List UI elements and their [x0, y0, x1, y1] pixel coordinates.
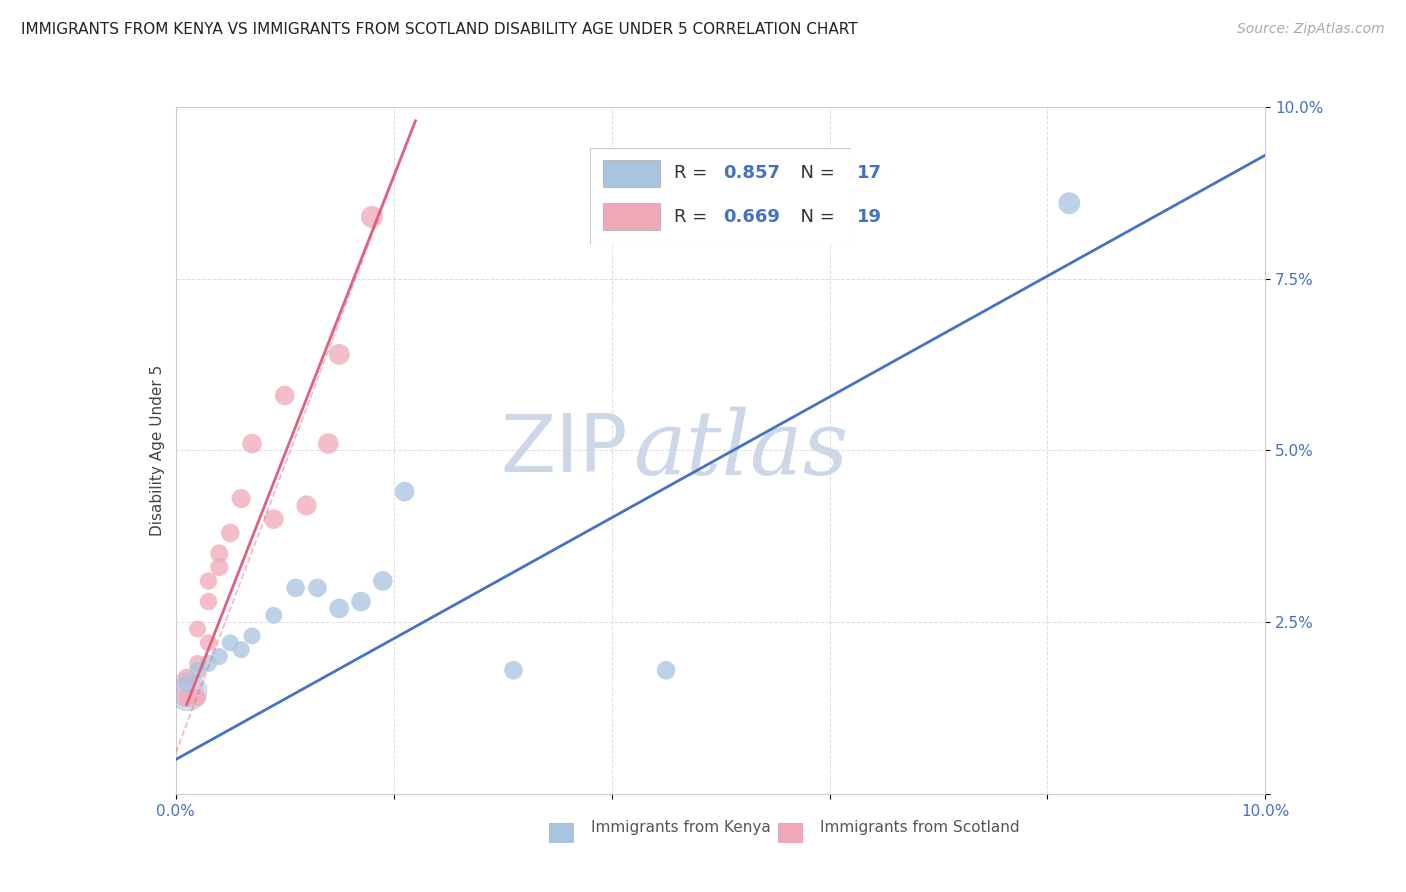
Point [350, 594, 373, 608]
Point [186, 663, 209, 677]
Point [197, 574, 219, 588]
Text: N =: N = [789, 164, 839, 182]
Point [231, 491, 253, 506]
Point [394, 484, 416, 499]
Y-axis label: Disability Age Under 5: Disability Age Under 5 [149, 365, 165, 536]
Point [176, 683, 198, 698]
Text: Immigrants from Kenya: Immigrants from Kenya [591, 821, 770, 835]
Point [219, 636, 242, 650]
Point [284, 581, 307, 595]
Point [1057, 196, 1080, 211]
Point [176, 683, 198, 698]
Text: N =: N = [789, 208, 839, 226]
Text: R =: R = [673, 164, 713, 182]
Text: Source: ZipAtlas.com: Source: ZipAtlas.com [1237, 22, 1385, 37]
Point [274, 388, 297, 402]
Point [176, 677, 198, 691]
Text: R =: R = [673, 208, 713, 226]
Text: IMMIGRANTS FROM KENYA VS IMMIGRANTS FROM SCOTLAND DISABILITY AGE UNDER 5 CORRELA: IMMIGRANTS FROM KENYA VS IMMIGRANTS FROM… [21, 22, 858, 37]
Point [219, 525, 242, 540]
Point [186, 622, 209, 636]
Text: 0.857: 0.857 [723, 164, 780, 182]
Point [328, 601, 350, 615]
Bar [603, 203, 661, 230]
Text: Immigrants from Scotland: Immigrants from Scotland [820, 821, 1019, 835]
Point [307, 581, 329, 595]
Text: 17: 17 [856, 164, 882, 182]
Point [502, 663, 524, 677]
Point [655, 663, 678, 677]
Point [186, 657, 209, 671]
Point [176, 670, 198, 684]
Point [197, 636, 219, 650]
Text: ZIP: ZIP [501, 411, 628, 490]
Point [360, 210, 382, 224]
Point [176, 690, 198, 705]
Point [328, 347, 350, 361]
Point [231, 642, 253, 657]
Point [208, 649, 231, 664]
Point [263, 608, 285, 623]
Bar [603, 160, 661, 186]
Text: 19: 19 [856, 208, 882, 226]
Point [240, 436, 263, 450]
Point [240, 629, 263, 643]
Point [197, 594, 219, 608]
Text: atlas: atlas [633, 407, 849, 494]
Text: 0.669: 0.669 [723, 208, 780, 226]
Point [208, 546, 231, 561]
Point [263, 512, 285, 526]
Point [197, 657, 219, 671]
Point [371, 574, 394, 588]
Point [295, 499, 318, 513]
Point [186, 690, 209, 705]
Point [208, 560, 231, 574]
Point [318, 436, 340, 450]
